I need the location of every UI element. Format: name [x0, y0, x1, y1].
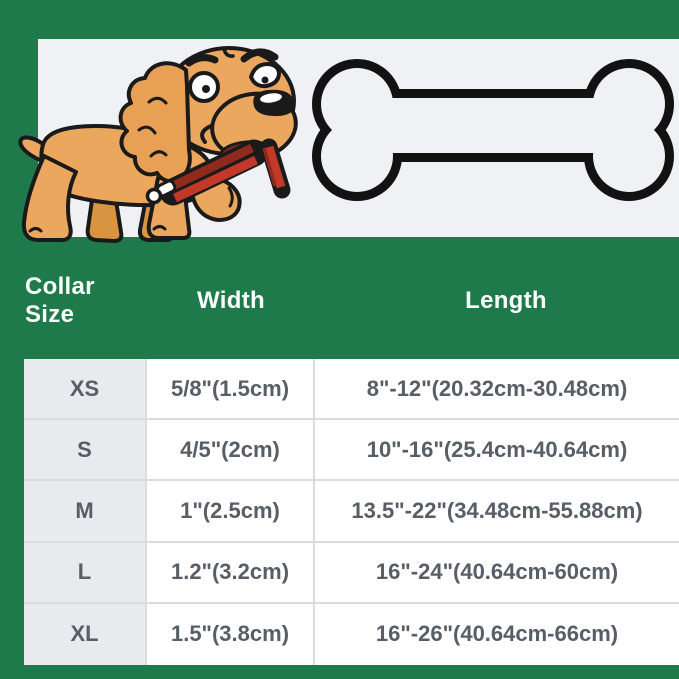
width-cell: 4/5"(2cm) — [147, 420, 315, 480]
width-cell: 5/8"(1.5cm) — [147, 359, 315, 419]
table-row: S 4/5"(2cm) 10"-16"(25.4cm-40.64cm) — [24, 420, 679, 482]
length-cell: 8"-12"(20.32cm-30.48cm) — [315, 359, 679, 419]
header-collar-size: Collar Size — [25, 273, 95, 328]
width-cell: 1"(2.5cm) — [147, 481, 315, 541]
size-cell: XL — [24, 603, 147, 665]
table-row: M 1"(2.5cm) 13.5"-22"(34.48cm-55.88cm) — [24, 481, 679, 543]
column-headers: Collar Size Width Length — [0, 273, 679, 328]
length-cell: 16"-24"(40.64cm-60cm) — [315, 542, 679, 602]
length-cell: 16"-26"(40.64cm-66cm) — [315, 603, 679, 665]
size-cell: M — [24, 481, 147, 541]
length-cell: 13.5"-22"(34.48cm-55.88cm) — [315, 481, 679, 541]
leash-clasp — [145, 179, 177, 205]
size-cell: S — [24, 420, 147, 480]
length-cell: 10"-16"(25.4cm-40.64cm) — [315, 420, 679, 480]
width-cell: 1.5"(3.8cm) — [147, 603, 315, 665]
width-cell: 1.2"(3.2cm) — [147, 542, 315, 602]
header-length: Length — [465, 287, 547, 314]
size-table: XS 5/8"(1.5cm) 8"-12"(20.32cm-30.48cm) S… — [24, 359, 679, 665]
size-cell: L — [24, 542, 147, 602]
dog-illustration — [18, 46, 298, 243]
header-width: Width — [197, 287, 265, 314]
size-cell: XS — [24, 359, 147, 419]
table-row: L 1.2"(3.2cm) 16"-24"(40.64cm-60cm) — [24, 542, 679, 604]
table-row: XL 1.5"(3.8cm) 16"-26"(40.64cm-66cm) — [24, 603, 679, 665]
bone-icon — [312, 59, 674, 201]
table-row: XS 5/8"(1.5cm) 8"-12"(20.32cm-30.48cm) — [24, 359, 679, 421]
